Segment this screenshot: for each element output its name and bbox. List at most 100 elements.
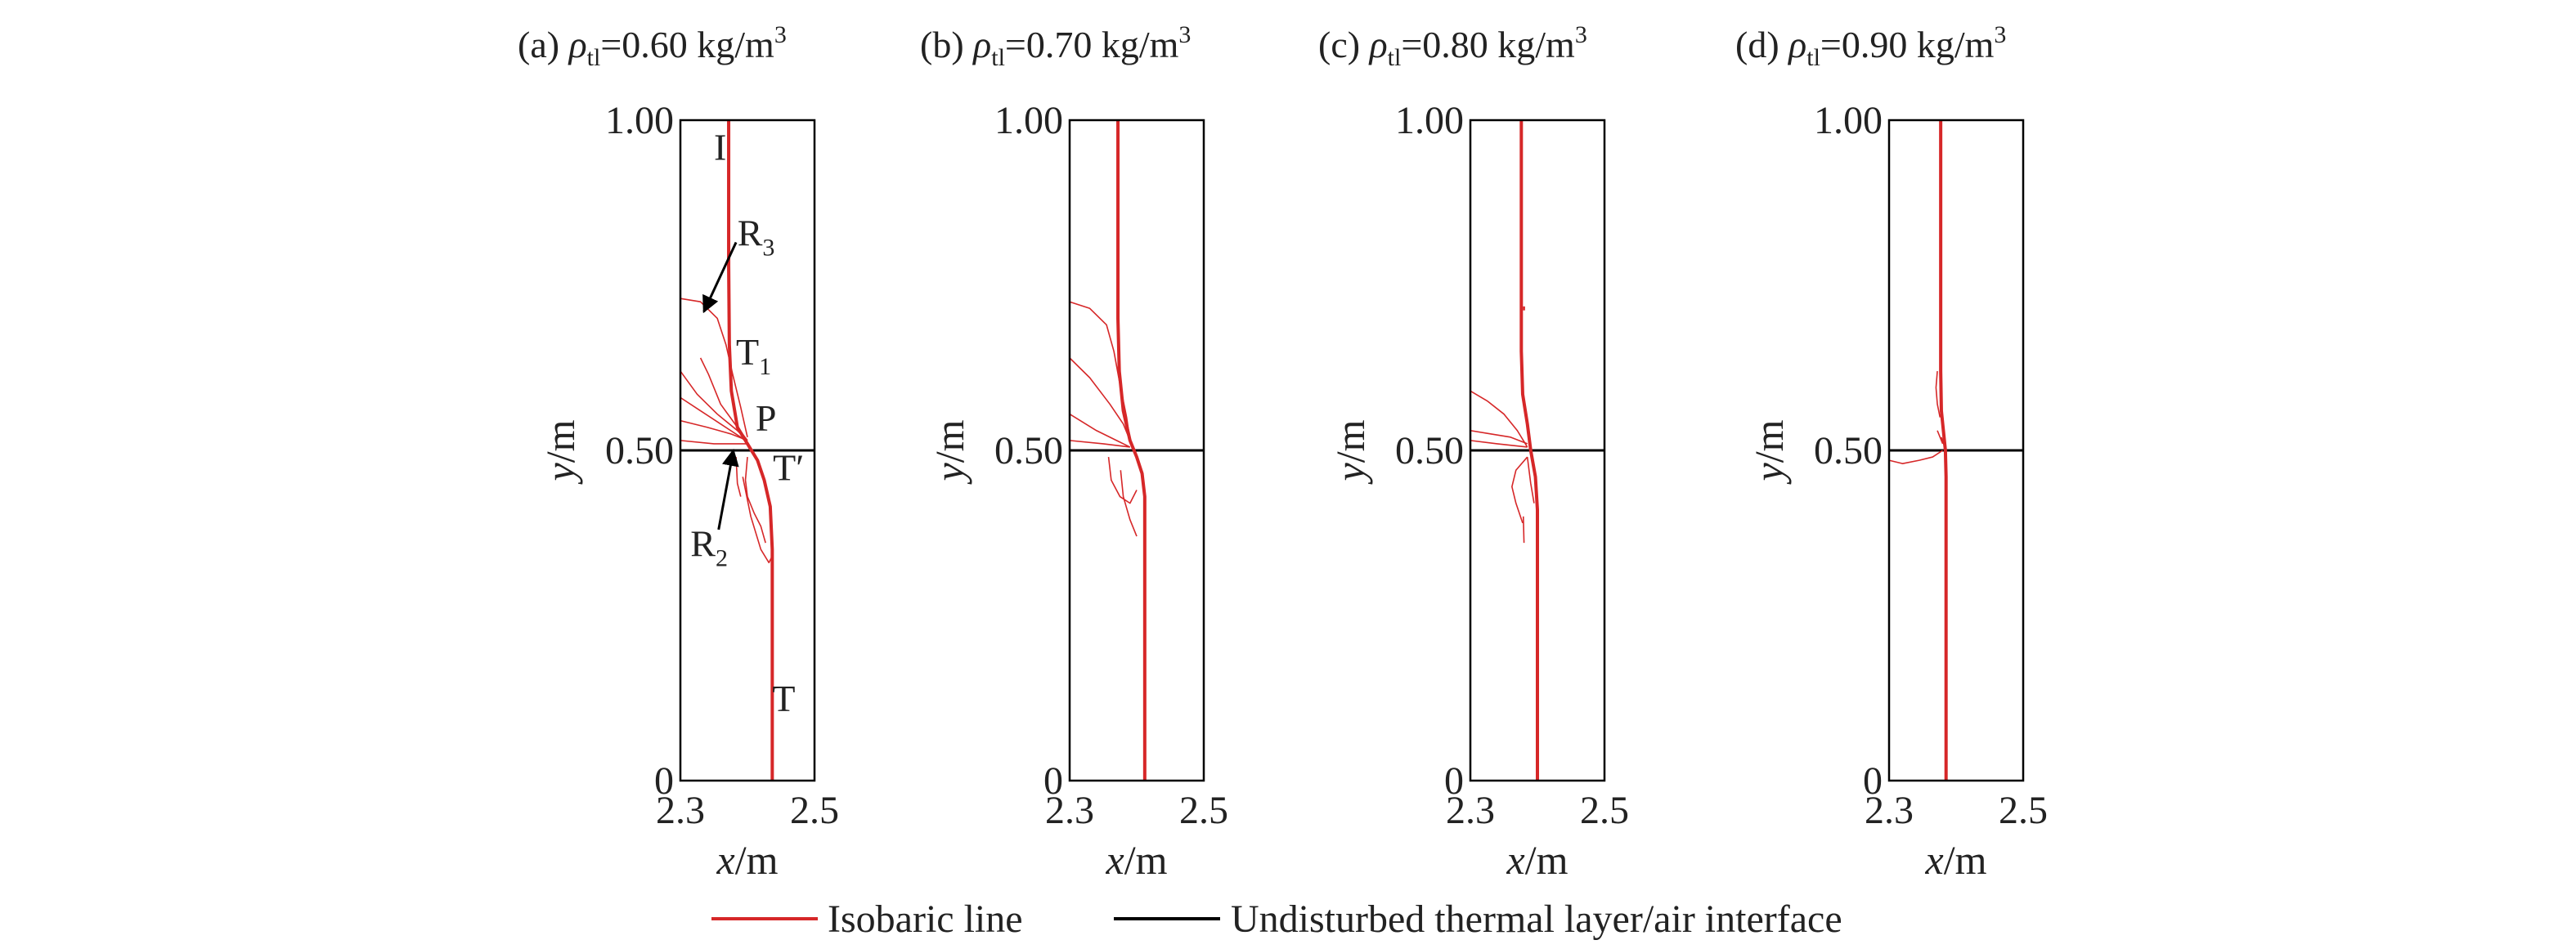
isobaric-line-thin (1511, 456, 1528, 524)
annotation-subscript: 1 (759, 353, 771, 380)
x-tick-label: 2.3 (1446, 789, 1495, 832)
isobaric-line-thin (1935, 370, 1941, 418)
y-axis-var: y (1746, 463, 1792, 486)
y-axis-label: y/m (537, 419, 583, 485)
y-tick-label: 0 (654, 759, 674, 803)
isobaric-line-thin (1107, 456, 1138, 504)
isobaric-line-thin (680, 298, 748, 438)
unit-exponent: 3 (1575, 21, 1587, 48)
y-tick-label: 0.50 (1814, 429, 1883, 472)
x-axis-label: x/m (1506, 837, 1568, 883)
x-axis-var: x (1106, 837, 1124, 883)
y-axis-var: y (927, 463, 972, 486)
isobaric-line-main (1519, 120, 1539, 781)
annotation-label: T (772, 678, 795, 719)
x-tick-label: 2.5 (1580, 789, 1629, 832)
y-axis-label: y/m (1327, 419, 1373, 485)
y-axis-unit: /m (927, 419, 972, 463)
isobaric-line-thin (1526, 456, 1535, 504)
annotation-subscript: 3 (762, 235, 774, 262)
y-tick-label: 0.50 (1395, 429, 1464, 472)
y-tick-label: 1.00 (1395, 99, 1464, 142)
y-axis-label: y/m (1746, 419, 1792, 485)
y-axis-var: y (1327, 463, 1373, 486)
annotation-text: T (772, 678, 795, 719)
rho-subscript: tl (1806, 44, 1820, 71)
title-value: =0.90 kg/m (1820, 24, 1995, 65)
rho-subscript: tl (1388, 44, 1402, 71)
annotation-arrow (702, 241, 738, 314)
y-axis-unit: /m (1327, 419, 1373, 463)
isobaric-line-thin (1470, 440, 1528, 448)
panel-title: (d) ρtl=0.90 kg/m3 (1735, 21, 2006, 71)
chart-legend: Isobaric line Undisturbed thermal layer/… (711, 898, 1842, 941)
y-axis-label: y/m (927, 419, 972, 485)
annotation-label: T′ (773, 446, 804, 488)
x-tick-label: 2.5 (1179, 789, 1228, 832)
annotation-label: R2 (690, 522, 728, 571)
isobaric-line-thin (680, 419, 748, 441)
y-axis-unit: /m (1746, 419, 1792, 463)
x-axis-unit: /m (1525, 837, 1568, 883)
unit-exponent: 3 (774, 21, 787, 48)
y-tick-label: 1.00 (994, 99, 1063, 142)
y-axis-unit: /m (537, 419, 583, 463)
isobaric-line-main (727, 120, 774, 781)
annotation-label: R3 (738, 213, 775, 262)
isobaric-line-main (1116, 120, 1147, 781)
rho-symbol: ρ (972, 24, 991, 65)
x-tick-label: 2.3 (656, 789, 705, 832)
isobaric-line-thin (1470, 390, 1528, 448)
legend-isobaric-label: Isobaric line (828, 898, 1023, 941)
isobaric-line-thin (1069, 413, 1131, 448)
annotation-subscript: 2 (716, 544, 728, 571)
title-value: =0.70 kg/m (1005, 24, 1179, 65)
isobaric-line-thin (1069, 440, 1130, 448)
y-tick-label: 1.00 (605, 99, 674, 142)
legend-interface-label: Undisturbed thermal layer/air interface (1231, 898, 1842, 941)
annotation-text: T′ (773, 446, 804, 488)
y-tick-label: 1.00 (1814, 99, 1883, 142)
panel-title: (b) ρtl=0.70 kg/m3 (920, 21, 1191, 71)
isobaric-line-main (1939, 120, 1948, 781)
annotation-text: T (736, 331, 759, 373)
x-tick-label: 2.3 (1865, 789, 1914, 832)
isobaric-line-thin (1120, 470, 1138, 537)
x-axis-label: x/m (716, 837, 779, 883)
x-axis-var: x (1506, 837, 1525, 883)
unit-exponent: 3 (1994, 21, 2006, 48)
annotation-label: T1 (736, 331, 771, 380)
title-value: =0.60 kg/m (600, 24, 774, 65)
rho-symbol: ρ (1787, 24, 1806, 65)
isobaric-line-thin (1069, 301, 1131, 441)
isobaric-line-thin (735, 457, 742, 497)
annotation-text: I (714, 126, 726, 168)
rho-symbol: ρ (1368, 24, 1388, 65)
x-axis-var: x (716, 837, 735, 883)
annotation-text: R (738, 213, 763, 254)
isobaric-line-thin (1936, 430, 1944, 445)
isobaric-line-thin (1888, 450, 1944, 464)
isobaric-line-thin (1069, 357, 1131, 441)
x-axis-var: x (1925, 837, 1944, 883)
panel-title: (c) ρtl=0.80 kg/m3 (1318, 21, 1587, 71)
panel-label: (a) (518, 24, 569, 65)
isobaric-line-thin (744, 457, 766, 544)
x-tick-label: 2.5 (1999, 789, 2048, 832)
x-axis-unit: /m (1124, 837, 1168, 883)
isobaric-line-thin (742, 477, 774, 564)
rho-symbol: ρ (568, 24, 587, 65)
panel-label: (b) (920, 24, 973, 65)
x-axis-label: x/m (1925, 837, 1987, 883)
y-tick-label: 0 (1043, 759, 1063, 803)
panel-label: (c) (1318, 24, 1370, 65)
title-value: =0.80 kg/m (1401, 24, 1575, 65)
annotation-label: P (756, 397, 777, 439)
unit-exponent: 3 (1178, 21, 1191, 48)
annotation-text: R (690, 522, 716, 564)
